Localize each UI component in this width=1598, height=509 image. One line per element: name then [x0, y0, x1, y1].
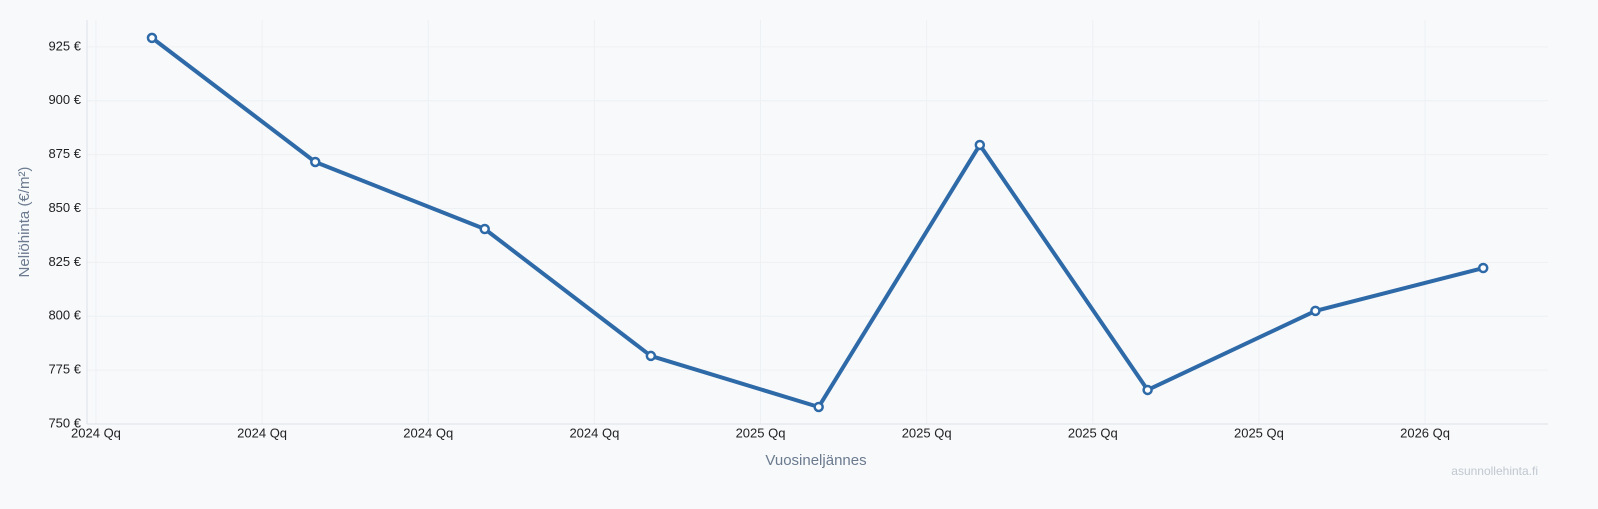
point [1142, 384, 1153, 396]
x-tick-label: 2026 Qq [1400, 425, 1450, 440]
x-tick-label: 2025 Qq [1068, 425, 1118, 440]
point [146, 32, 158, 44]
y-tick-label: 750 € [48, 415, 81, 430]
point [1477, 262, 1489, 274]
y-tick-label: 875 € [48, 146, 81, 161]
y-tick-label: 800 € [48, 308, 81, 323]
x-tick-label: 2025 Qq [736, 425, 786, 440]
x-tick-label: 2024 Qq [403, 425, 453, 440]
x-tick-label: 2025 Qq [1234, 425, 1284, 440]
y-tick-label: 850 € [48, 200, 81, 215]
point [974, 139, 986, 151]
x-axis-title: Vuosineljännes [765, 452, 866, 469]
point [479, 223, 490, 235]
y-tick-label: 925 € [48, 38, 81, 53]
watermark: asunnollehinta.fi [1451, 464, 1538, 478]
x-tick-label: 2024 Qq [237, 425, 287, 440]
point [645, 350, 657, 362]
point [310, 156, 321, 168]
y-tick-label: 900 € [48, 92, 81, 107]
y-tick-label: 825 € [48, 254, 81, 269]
point [813, 401, 824, 413]
line [150, 36, 1484, 409]
x-tick-label: 2024 Qq [569, 425, 619, 440]
x-tick-label: 2024 Qq [71, 425, 121, 440]
y-tick-label: 775 € [48, 362, 81, 377]
y-axis-title: Neliöhinta (€/m²) [16, 167, 33, 278]
point [1310, 305, 1321, 317]
x-tick-label: 2025 Qq [902, 425, 952, 440]
